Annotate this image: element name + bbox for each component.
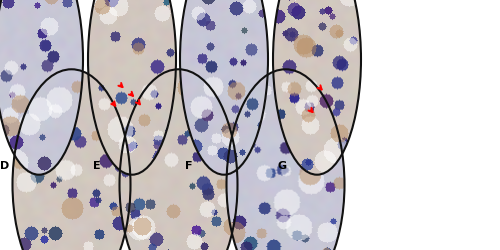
Text: F: F <box>185 160 192 170</box>
Text: E: E <box>93 160 100 170</box>
Text: G: G <box>278 160 287 170</box>
Text: D: D <box>0 160 10 170</box>
